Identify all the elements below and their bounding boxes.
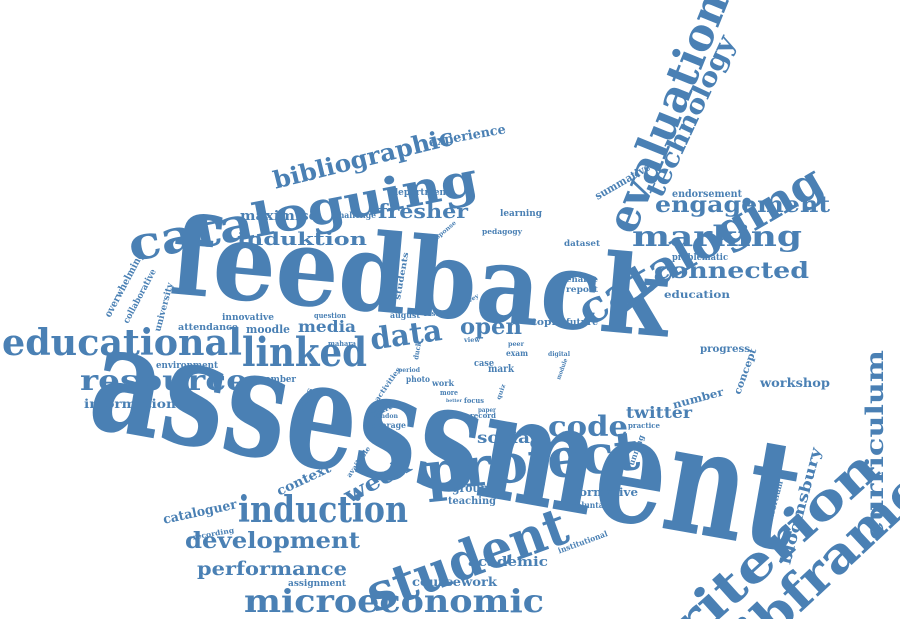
word-social: social — [477, 428, 537, 447]
word-problematic: problematic — [672, 253, 728, 263]
word-curriculum: curriculum — [860, 350, 889, 540]
word-code: code — [548, 410, 628, 443]
word-average: average — [372, 420, 406, 430]
word-cataloguer: cataloguer — [162, 497, 239, 527]
word-enable: enable — [566, 274, 598, 284]
word-mark: mark — [488, 364, 515, 375]
word-exam: exam — [506, 348, 528, 358]
word-august: august — [390, 310, 420, 320]
word-voluntary: voluntary — [571, 500, 612, 510]
word-better: better — [446, 398, 462, 404]
word-fresher: fresher — [378, 199, 469, 223]
word-member: member — [256, 375, 296, 385]
word-assignment: assignment — [288, 579, 347, 589]
word-moodle: moodle — [246, 323, 290, 336]
word-open: open — [460, 314, 522, 340]
word-marking: marking — [632, 220, 802, 253]
word-record: record — [470, 411, 496, 420]
word-attendance: attendance — [178, 323, 238, 333]
word-engagement: engagement — [655, 192, 831, 218]
word-teaching: teaching — [448, 496, 496, 507]
word-resource: resource — [80, 364, 248, 397]
word-work: work — [431, 378, 454, 388]
word-topic: topic — [532, 318, 563, 328]
word-workshop: workshop — [759, 376, 830, 390]
word-microeconomic: microeconomic — [244, 582, 544, 619]
word-group: group — [452, 481, 488, 495]
word-environment: environment — [156, 361, 219, 371]
word-induction: induction — [238, 489, 408, 531]
word-case: case — [474, 359, 494, 369]
word-media: media — [298, 317, 356, 336]
word-twitter: twitter — [626, 403, 693, 422]
word-digital: digital — [548, 351, 571, 358]
word-performance: performance — [197, 558, 347, 580]
word-period: period — [398, 367, 421, 374]
word-question: question — [314, 311, 346, 320]
word-pedagogy: pedagogy — [482, 227, 523, 236]
word-progress: progress — [700, 344, 750, 355]
word-london: london — [374, 413, 399, 420]
word-mahara: mahara — [328, 339, 356, 348]
word-academic: academic — [468, 555, 548, 570]
word-maximise: maximise — [240, 209, 318, 224]
word-challenge: challenge — [334, 210, 376, 220]
word-practice: practice — [628, 421, 661, 430]
word-innovative: innovative — [222, 313, 274, 323]
word-development: development — [185, 528, 361, 554]
word-future: future — [566, 318, 598, 328]
word-endorsement: endorsement — [672, 189, 742, 200]
word-dataset: dataset — [564, 238, 600, 248]
word-more: more — [440, 388, 458, 397]
word-learning: learning — [500, 209, 543, 219]
word-formative: formative — [574, 486, 638, 499]
word-coursework: coursework — [412, 575, 498, 589]
word-research: research — [424, 309, 456, 318]
word-linked: linked — [242, 329, 367, 376]
word-paper: paper — [478, 407, 497, 414]
word-department: department — [392, 188, 451, 198]
word-focus: focus — [464, 396, 484, 405]
word-induktion: induktion — [237, 229, 367, 250]
word-view: view — [463, 337, 481, 344]
word-peer: peer — [508, 341, 525, 348]
word-information: information — [84, 397, 176, 411]
word-connected: connected — [654, 258, 809, 284]
word-education: education — [664, 290, 731, 301]
word-report: report — [566, 284, 598, 294]
word-duck: duck — [411, 341, 423, 360]
word-educational: educational — [2, 322, 242, 364]
word-photo: photo — [406, 374, 431, 384]
